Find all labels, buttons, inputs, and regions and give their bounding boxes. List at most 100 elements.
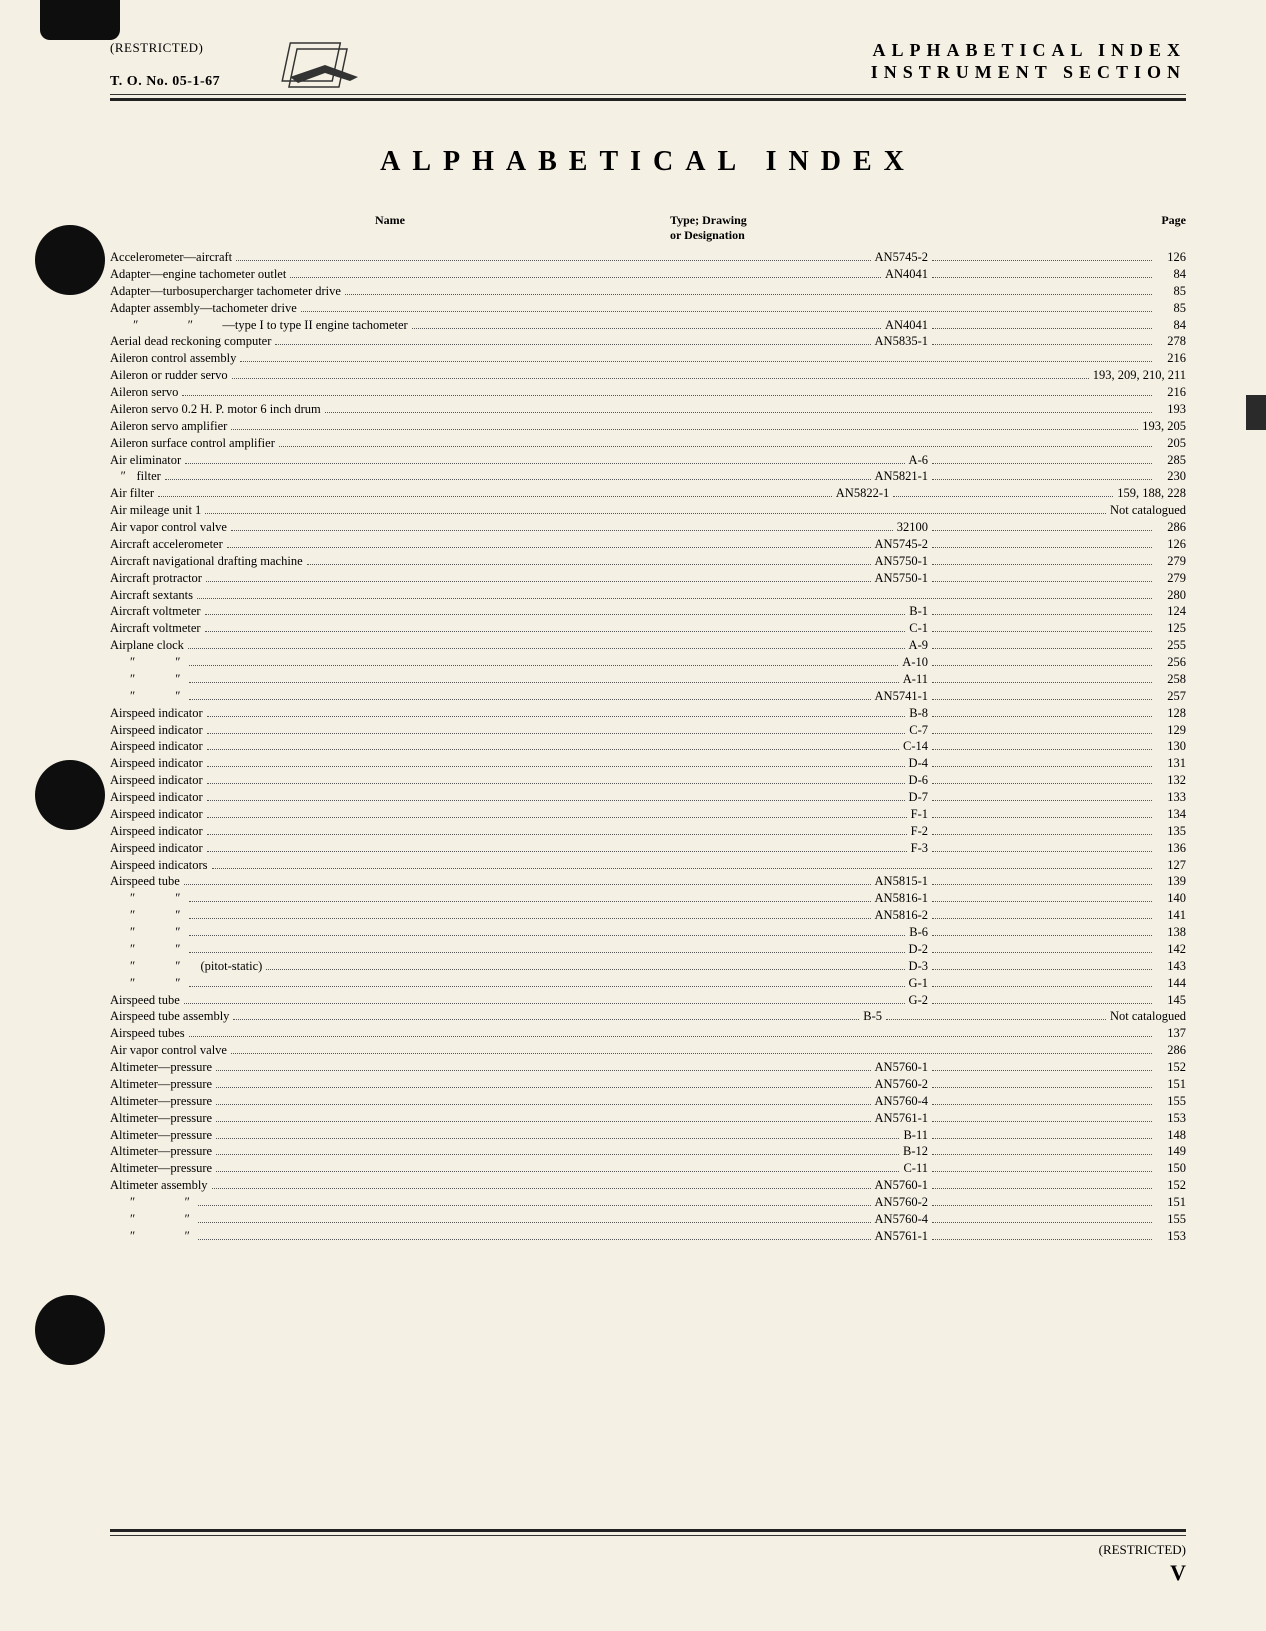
- leader-dots: [207, 851, 907, 852]
- leader-dots: [932, 851, 1152, 852]
- leader-dots: [932, 699, 1152, 700]
- entry-page: 230: [1154, 468, 1186, 485]
- entry-name: Altimeter—pressure: [110, 1093, 214, 1110]
- index-row: Aileron servo216: [110, 384, 1186, 401]
- index-row: Adapter—engine tachometer outletAN404184: [110, 266, 1186, 283]
- entry-page: 257: [1154, 688, 1186, 705]
- col-name-header: Name: [110, 213, 670, 243]
- entry-name: Aircraft navigational drafting machine: [110, 553, 305, 570]
- leader-dots: [185, 463, 904, 464]
- rule: [110, 94, 1186, 95]
- leader-dots: [189, 901, 871, 902]
- index-row: ″ ″G-1144: [110, 975, 1186, 992]
- leader-dots: [932, 834, 1152, 835]
- entry-name: Altimeter—pressure: [110, 1160, 214, 1177]
- index-row: Adapter assembly—tachometer drive 85: [110, 300, 1186, 317]
- entry-page: 279: [1154, 553, 1186, 570]
- entry-type: AN5822-1: [834, 485, 891, 502]
- index-row: Altimeter—pressureB-11148: [110, 1127, 1186, 1144]
- page-footer: (RESTRICTED) V: [110, 1526, 1186, 1586]
- entry-type: D-7: [907, 789, 930, 806]
- leader-dots: [932, 800, 1152, 801]
- leader-dots: [932, 783, 1152, 784]
- entry-name: Aileron servo 0.2 H. P. motor 6 inch dru…: [110, 401, 323, 418]
- entry-type: B-8: [907, 705, 930, 722]
- entry-name: Airspeed indicator: [110, 722, 205, 739]
- entry-type: F-2: [909, 823, 930, 840]
- index-row: Airspeed tubeG-2145: [110, 992, 1186, 1009]
- header-left: (RESTRICTED) T. O. No. 05-1-67: [110, 40, 220, 90]
- rule: [110, 1529, 1186, 1532]
- entry-page: 149: [1154, 1143, 1186, 1160]
- leader-dots: [932, 817, 1152, 818]
- entry-name: Adapter—turbosupercharger tachometer dri…: [110, 283, 343, 300]
- entry-page: 126: [1154, 536, 1186, 553]
- leader-dots: [184, 1003, 905, 1004]
- leader-dots: [216, 1171, 899, 1172]
- leader-dots: [227, 547, 871, 548]
- entry-page: 139: [1154, 873, 1186, 890]
- index-row: Aircraft voltmeterB-1124: [110, 603, 1186, 620]
- entry-page: 148: [1154, 1127, 1186, 1144]
- index-row: ″ ″AN5761-1153: [110, 1228, 1186, 1245]
- entry-type: C-1: [907, 620, 930, 637]
- entry-page: 286: [1154, 1042, 1186, 1059]
- leader-dots: [932, 1121, 1152, 1122]
- leader-dots: [932, 935, 1152, 936]
- entry-page: 128: [1154, 705, 1186, 722]
- entry-name: Airspeed indicator: [110, 755, 205, 772]
- entry-name: ″ ″: [110, 890, 187, 907]
- leader-dots: [307, 564, 871, 565]
- entry-name: ″ ″: [110, 671, 187, 688]
- entry-name: Air vapor control valve: [110, 1042, 229, 1059]
- entry-name: Airspeed tube: [110, 992, 182, 1009]
- entry-page: 140: [1154, 890, 1186, 907]
- page-number: V: [110, 1560, 1186, 1586]
- leader-dots: [932, 1070, 1152, 1071]
- index-row: Altimeter—pressureAN5760-2151: [110, 1076, 1186, 1093]
- leader-dots: [198, 1222, 870, 1223]
- leader-dots: [932, 766, 1152, 767]
- index-row: Aileron control assembly216: [110, 350, 1186, 367]
- entry-type: D-2: [907, 941, 930, 958]
- index-row: Aileron servo 0.2 H. P. motor 6 inch dru…: [110, 401, 1186, 418]
- leader-dots: [231, 429, 1138, 430]
- leader-dots: [932, 1154, 1152, 1155]
- entry-type: AN5760-4: [873, 1093, 930, 1110]
- entry-name: ″ ″: [110, 924, 187, 941]
- leader-dots: [207, 834, 907, 835]
- entry-name: Aircraft sextants: [110, 587, 195, 604]
- entry-page: 132: [1154, 772, 1186, 789]
- entry-page: 85: [1154, 283, 1186, 300]
- entry-type: B-11: [901, 1127, 930, 1144]
- entry-type: AN5760-1: [873, 1177, 930, 1194]
- entry-name: Altimeter—pressure: [110, 1059, 214, 1076]
- entry-page: 130: [1154, 738, 1186, 755]
- index-row: Altimeter—pressureB-12149: [110, 1143, 1186, 1160]
- entry-type: AN4041: [883, 266, 930, 283]
- entry-name: Altimeter assembly: [110, 1177, 210, 1194]
- leader-dots: [279, 446, 1152, 447]
- entry-page: 136: [1154, 840, 1186, 857]
- leader-dots: [207, 749, 899, 750]
- binder-hole: [35, 225, 105, 295]
- entry-name: Adapter assembly—tachometer drive: [110, 300, 299, 317]
- entry-page: 144: [1154, 975, 1186, 992]
- entry-name: ″ ″: [110, 907, 187, 924]
- entry-type: AN5745-2: [873, 536, 930, 553]
- index-row: Accelerometer—aircraftAN5745-2126: [110, 249, 1186, 266]
- entry-name: Airspeed tube: [110, 873, 182, 890]
- entry-type: AN5760-4: [873, 1211, 930, 1228]
- entry-page: 85: [1154, 300, 1186, 317]
- index-row: Altimeter assemblyAN5760-1152: [110, 1177, 1186, 1194]
- to-number: T. O. No. 05-1-67: [110, 74, 220, 90]
- leader-dots: [184, 884, 871, 885]
- index-row: Airspeed indicatorD-6132: [110, 772, 1186, 789]
- entry-name: Airplane clock: [110, 637, 186, 654]
- header-title-2: INSTRUMENT SECTION: [871, 62, 1186, 84]
- entry-page: 131: [1154, 755, 1186, 772]
- entry-name: ″ ″: [110, 654, 187, 671]
- index-row: Airspeed tube assemblyB-5Not catalogued: [110, 1008, 1186, 1025]
- entry-page: 143: [1154, 958, 1186, 975]
- entry-name: Airspeed indicators: [110, 857, 210, 874]
